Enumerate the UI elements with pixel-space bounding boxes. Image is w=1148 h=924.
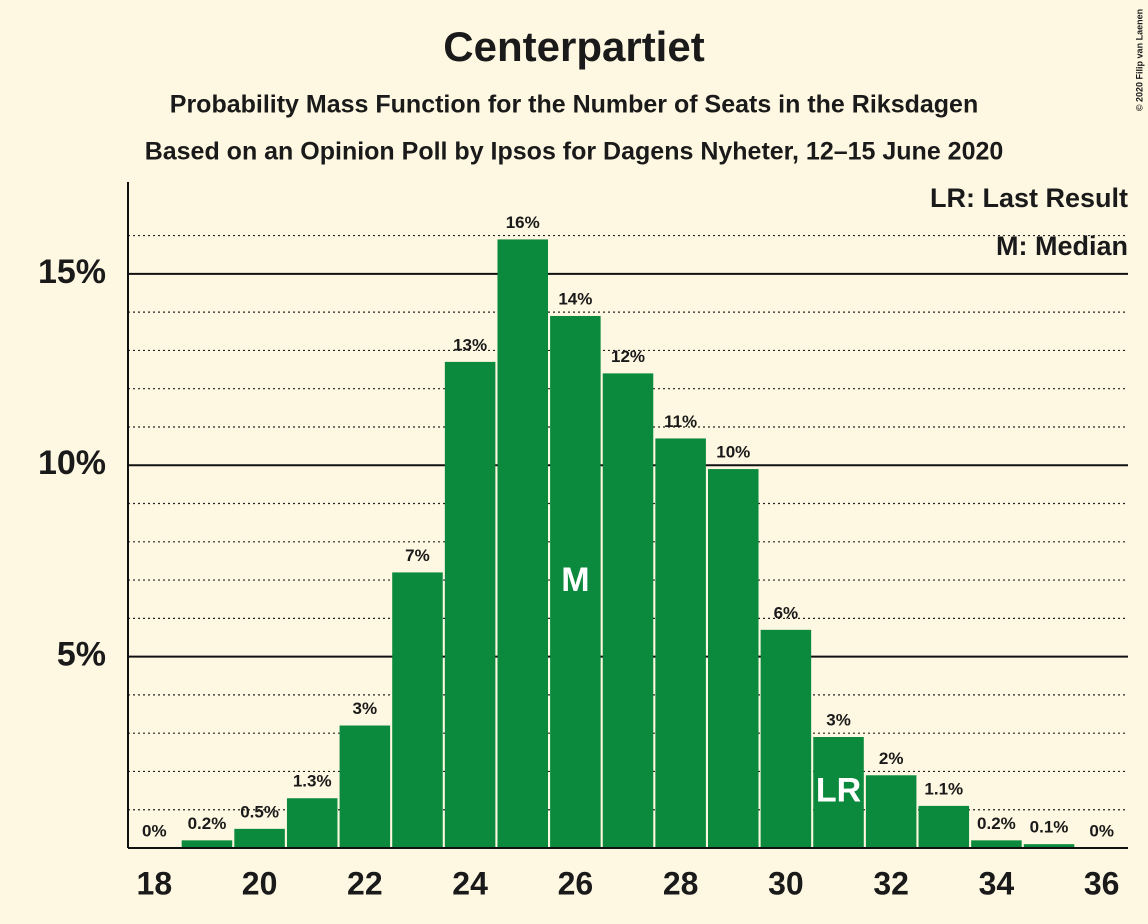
bar (865, 775, 917, 848)
bar (234, 828, 285, 848)
value-label: 1.3% (293, 772, 332, 791)
bar (708, 469, 759, 848)
x-tick-label: 20 (242, 865, 278, 901)
x-tick-label: 32 (873, 865, 909, 901)
bar (971, 840, 1022, 848)
value-label: 3% (826, 710, 851, 729)
value-label: 14% (558, 289, 592, 308)
y-tick-label: 10% (38, 444, 106, 482)
value-label: 1.1% (924, 779, 963, 798)
value-label: 0.2% (977, 814, 1016, 833)
chart-title: Centerpartiet (443, 23, 704, 70)
y-tick-label: 15% (38, 253, 106, 291)
bar (813, 737, 864, 848)
bar (760, 629, 812, 848)
chart-subtitle: Based on an Opinion Poll by Ipsos for Da… (145, 138, 1004, 166)
bar (444, 361, 496, 848)
bar (1023, 844, 1075, 848)
value-label: 0% (1089, 821, 1114, 840)
value-label: 16% (506, 213, 540, 232)
value-label: 0.2% (188, 814, 227, 833)
value-label: 3% (353, 699, 378, 718)
legend-entry: M: Median (996, 231, 1128, 261)
y-tick-label: 5% (57, 636, 106, 674)
value-label: 0.1% (1030, 818, 1069, 837)
x-tick-label: 36 (1084, 865, 1120, 901)
bar-marker: LR (816, 771, 861, 809)
bar (392, 572, 443, 848)
value-label: 11% (664, 412, 697, 431)
chart-subtitle: Probability Mass Function for the Number… (170, 91, 978, 119)
bar-marker: M (561, 561, 589, 599)
value-label: 13% (453, 335, 487, 354)
bar (550, 315, 601, 848)
bar (602, 373, 654, 848)
bar (497, 239, 548, 848)
bar (181, 840, 233, 848)
value-label: 7% (405, 546, 430, 565)
x-tick-label: 34 (979, 865, 1015, 901)
copyright: © 2020 Filip van Laenen (1134, 9, 1144, 111)
value-label: 10% (716, 443, 750, 462)
bar (286, 798, 338, 848)
x-tick-label: 22 (347, 865, 383, 901)
x-tick-label: 30 (768, 865, 804, 901)
legend-entry: LR: Last Result (930, 183, 1128, 213)
bar (918, 805, 970, 848)
x-tick-label: 26 (558, 865, 594, 901)
value-label: 0% (142, 821, 167, 840)
value-label: 2% (879, 749, 904, 768)
bar (339, 725, 391, 848)
x-tick-label: 24 (452, 865, 488, 901)
value-label: 0.5% (240, 802, 279, 821)
x-tick-label: 28 (663, 865, 699, 901)
value-label: 12% (611, 347, 645, 366)
value-label: 6% (774, 603, 799, 622)
x-tick-label: 18 (137, 865, 173, 901)
bar (655, 438, 706, 848)
